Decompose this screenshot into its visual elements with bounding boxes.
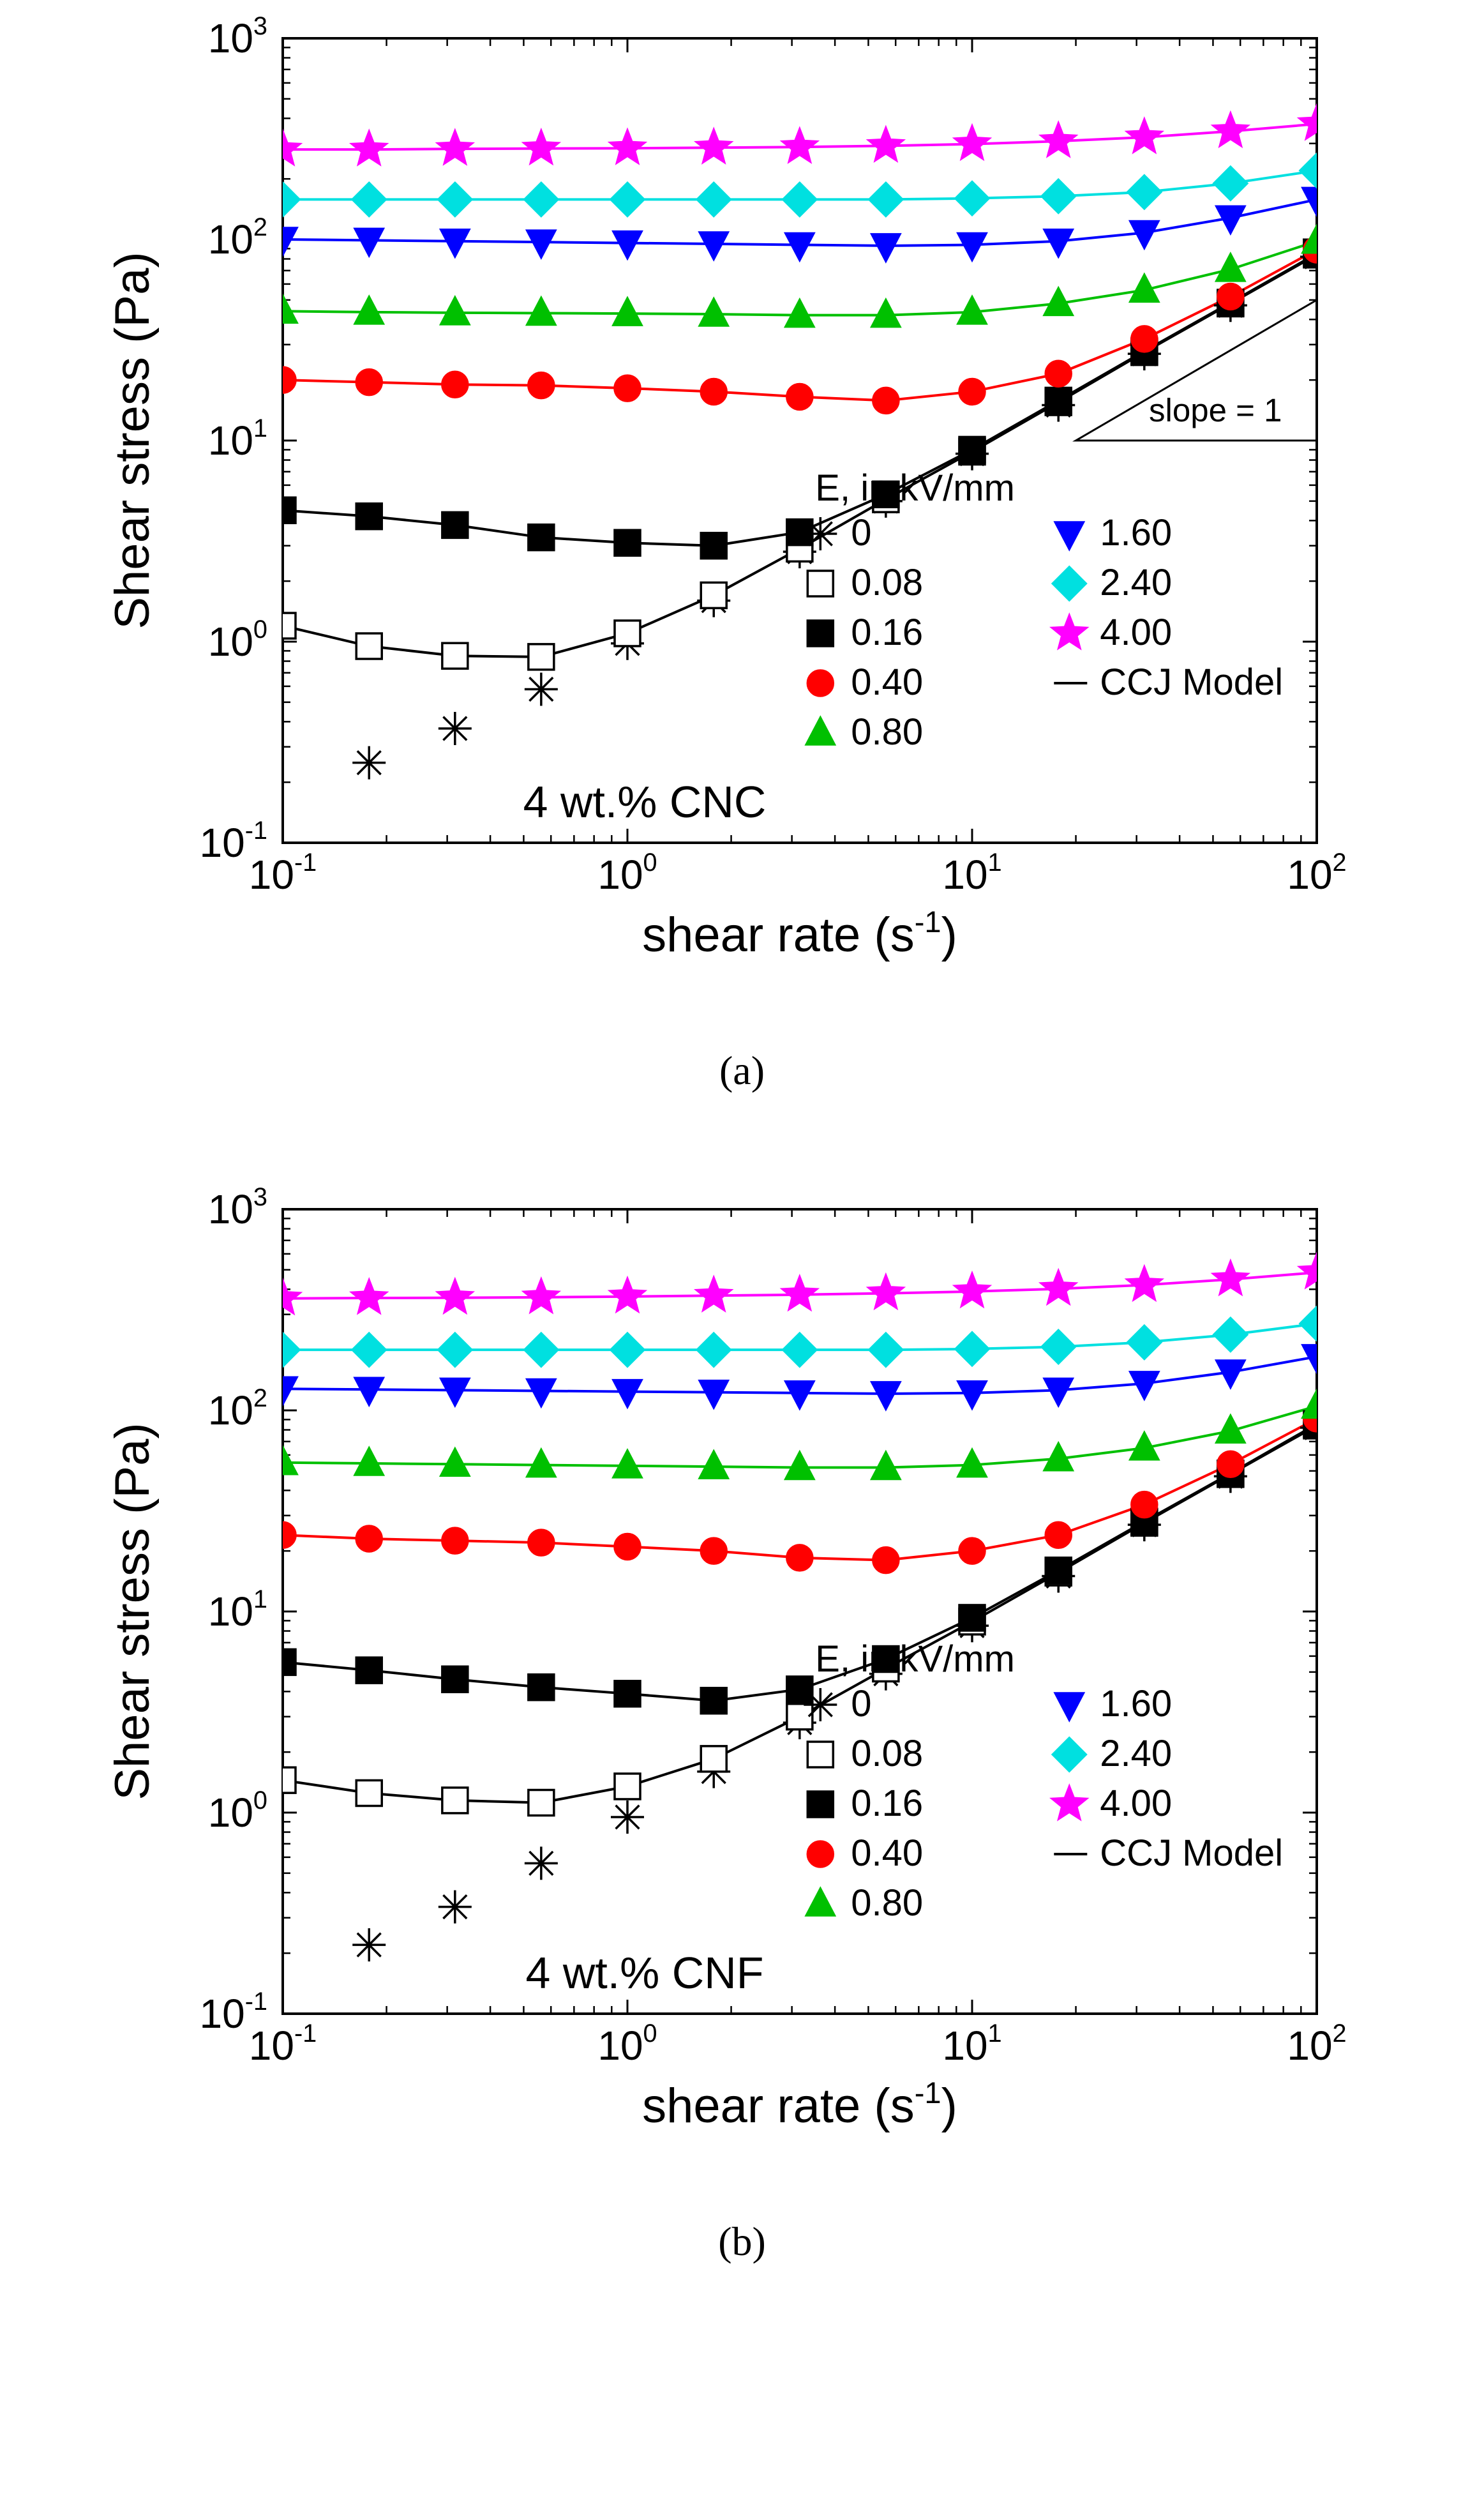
svg-text:102: 102: [207, 213, 267, 262]
svg-text:101: 101: [207, 414, 267, 464]
svg-text:Shear stress (Pa): Shear stress (Pa): [105, 1423, 160, 1800]
svg-text:0.08: 0.08: [851, 1733, 923, 1774]
svg-text:0: 0: [851, 1683, 871, 1724]
svg-text:102: 102: [207, 1384, 267, 1433]
svg-text:0.80: 0.80: [851, 1882, 923, 1924]
svg-text:4.00: 4.00: [1100, 1783, 1172, 1824]
svg-text:slope = 1: slope = 1: [1149, 392, 1282, 428]
svg-text:1.60: 1.60: [1100, 512, 1172, 554]
svg-text:103: 103: [207, 1183, 267, 1232]
svg-text:102: 102: [1287, 2019, 1346, 2069]
svg-text:Shear stress (Pa): Shear stress (Pa): [105, 252, 160, 629]
svg-text:4 wt.% CNC: 4 wt.% CNC: [523, 777, 766, 827]
svg-text:101: 101: [942, 2019, 1001, 2069]
panel-a: 10-110010110210-1100101102103shear rate …: [0, 0, 1484, 1171]
svg-text:4.00: 4.00: [1100, 612, 1172, 653]
svg-text:0.40: 0.40: [851, 1832, 923, 1874]
svg-text:10-1: 10-1: [248, 2019, 316, 2069]
svg-text:100: 100: [597, 849, 657, 898]
svg-text:E, in kV/mm: E, in kV/mm: [815, 467, 1015, 509]
svg-text:CCJ Model: CCJ Model: [1100, 1832, 1283, 1874]
svg-text:101: 101: [207, 1585, 267, 1634]
chart-a: 10-110010110210-1100101102103shear rate …: [91, 0, 1393, 1009]
svg-text:4 wt.% CNF: 4 wt.% CNF: [525, 1948, 763, 1998]
svg-text:0.16: 0.16: [851, 612, 923, 653]
svg-text:100: 100: [207, 1786, 267, 1836]
svg-text:1.60: 1.60: [1100, 1683, 1172, 1724]
svg-text:CCJ Model: CCJ Model: [1100, 661, 1283, 703]
svg-text:0.80: 0.80: [851, 711, 923, 753]
svg-text:2.40: 2.40: [1100, 1733, 1172, 1774]
chart-b: 10-110010110210-1100101102103shear rate …: [91, 1171, 1393, 2180]
svg-text:102: 102: [1287, 849, 1346, 898]
svg-text:10-1: 10-1: [248, 849, 316, 898]
svg-text:100: 100: [597, 2019, 657, 2069]
svg-text:101: 101: [942, 849, 1001, 898]
svg-text:0.40: 0.40: [851, 661, 923, 703]
svg-text:2.40: 2.40: [1100, 562, 1172, 603]
panel-b: 10-110010110210-1100101102103shear rate …: [0, 1171, 1484, 2342]
svg-text:103: 103: [207, 12, 267, 61]
svg-text:E, in kV/mm: E, in kV/mm: [815, 1638, 1015, 1680]
svg-text:shear rate (s-1): shear rate (s-1): [642, 2076, 957, 2133]
svg-text:0.16: 0.16: [851, 1783, 923, 1824]
svg-text:0.08: 0.08: [851, 562, 923, 603]
svg-text:0: 0: [851, 512, 871, 554]
svg-text:100: 100: [207, 615, 267, 665]
svg-text:shear rate (s-1): shear rate (s-1): [642, 905, 957, 962]
panel-caption-b: (b): [718, 2218, 766, 2265]
panel-caption-a: (a): [719, 1047, 765, 1094]
